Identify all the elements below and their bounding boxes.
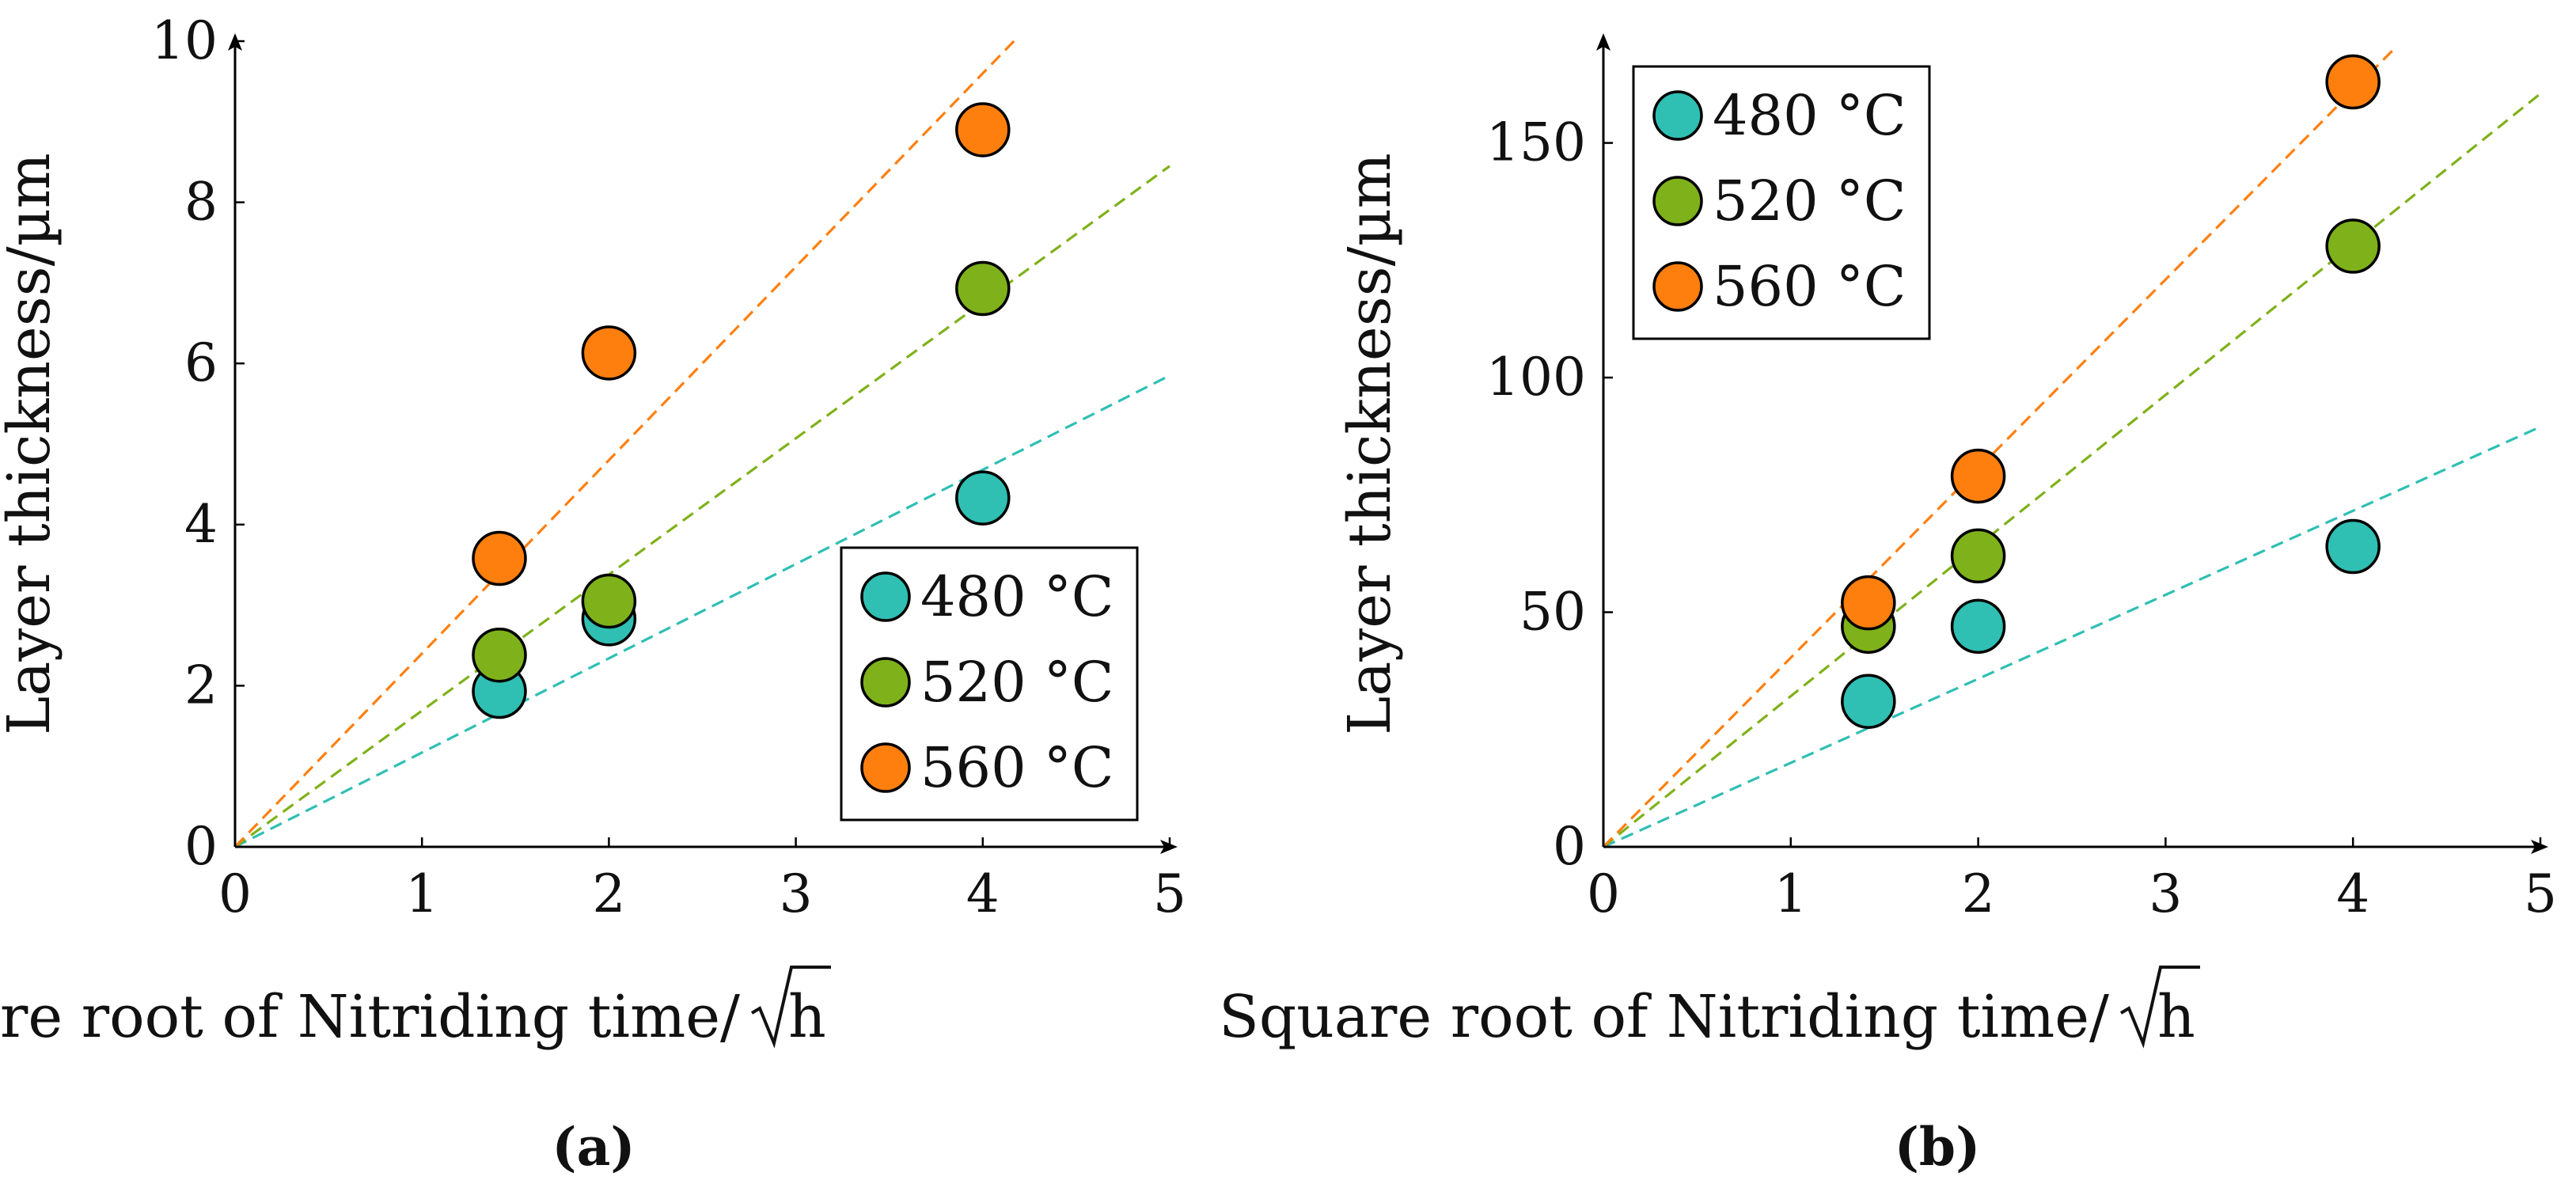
legend-label: 560 °C [1713,254,1906,319]
data-point-520 [1950,528,2006,584]
legend-marker [1652,90,1703,141]
x-axis-unit: h [2157,983,2195,1051]
data-point-480 [1841,674,1896,729]
x-tick-label: 2 [1962,863,1995,924]
data-point-480 [955,470,1011,526]
sqrt-symbol [2119,966,2200,1049]
axes: 0 1 2 3 4 5 0 2 4 6 8 10 [151,10,1186,924]
fit-line-480 [234,374,1170,848]
legend: 480 °C 520 °C 560 °C [840,546,1139,822]
y-tick-label: 150 [1486,112,1586,173]
x-axis-unit: h [788,983,826,1051]
x-tick-label: 4 [2336,863,2369,924]
fit-line-560 [1602,47,2396,848]
panel-a: 0 1 2 3 4 5 0 2 4 6 8 10 Layer thickness/µm Square ro… [0,10,1186,1178]
y-tick-label: 8 [184,172,218,233]
legend-label: 520 °C [920,650,1113,715]
x-tick-label: 5 [1153,863,1186,924]
y-tick-label: 0 [184,816,218,877]
x-tick-label: 1 [1774,863,1808,924]
x-tick-label: 3 [2149,863,2182,924]
data-point-560 [2325,54,2381,110]
x-axis-label: Square root of Nitriding time/h [0,966,831,1051]
y-axis-label: Layer thickness/µm [0,153,63,735]
panel-label: (a) [552,1116,635,1178]
data-point-560 [955,102,1011,157]
legend-marker [860,571,911,622]
y-tick-label: 10 [151,10,218,71]
data-point-520 [955,260,1011,317]
data-point-560 [1841,575,1896,631]
data-point-520 [581,573,637,629]
x-tick-label: 2 [592,863,625,924]
legend-marker [860,657,911,708]
fit-line-520 [1602,93,2542,848]
y-axis-label: Layer thickness/µm [1336,153,1404,735]
fit-line-520 [234,165,1170,848]
data-point-480 [1950,598,2006,655]
x-tick-label: 1 [405,863,438,924]
data-point-480 [2325,518,2381,575]
legend-marker [1652,176,1703,226]
y-tick-label: 6 [184,332,218,393]
x-tick-label: 4 [966,863,1000,924]
data-point-560 [1950,448,2006,504]
y-tick-label: 4 [184,494,218,555]
legend-label: 560 °C [920,735,1113,800]
legend-label: 480 °C [1713,83,1906,148]
legend-label: 480 °C [920,564,1113,629]
x-axis-label-text: Square root of Nitriding time/ [1219,983,2109,1051]
sqrt-symbol [750,966,831,1049]
legend-marker [860,742,911,793]
data-point-520 [2325,218,2381,274]
x-axis-label: Square root of Nitriding time/h [1219,966,2200,1051]
legend-label: 520 °C [1713,169,1906,233]
x-tick-label: 0 [1587,863,1620,924]
x-axis-label-text: Square root of Nitriding time/ [0,983,740,1051]
legend-marker [1652,261,1703,312]
data-point-560 [472,530,527,586]
x-tick-label: 0 [218,863,252,924]
x-tick-label: 5 [2524,863,2557,924]
y-axis-arrow [1596,33,1610,51]
data-point-560 [581,325,637,381]
y-tick-label: 0 [1553,816,1586,877]
fit-line-480 [1603,425,2541,848]
x-tick-label: 3 [780,863,813,924]
data-point-520 [472,627,527,683]
y-tick-label: 100 [1486,347,1586,408]
legend: 480 °C 520 °C 560 °C [1632,65,1931,340]
panel-label: (b) [1895,1116,1981,1178]
fit-line-560 [233,40,1015,848]
y-tick-label: 2 [184,655,218,715]
y-tick-label: 50 [1519,582,1586,643]
